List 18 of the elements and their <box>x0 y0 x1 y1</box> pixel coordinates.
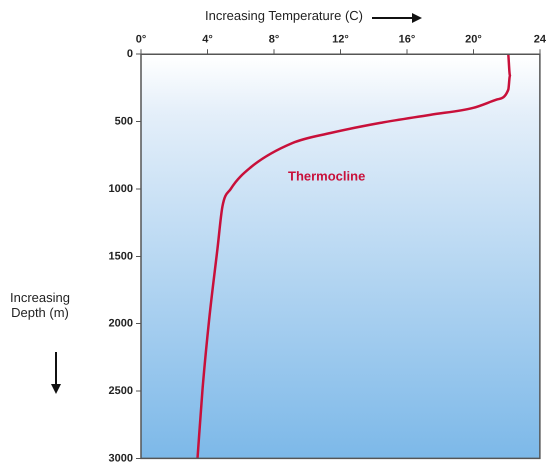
x-tick-label: 8° <box>268 34 280 46</box>
y-tick-label: 500 <box>114 116 133 128</box>
x-tick-label: 20° <box>465 34 482 46</box>
y-tick-label: 2500 <box>108 385 133 398</box>
y-tick-label: 1500 <box>108 250 133 262</box>
x-tick-label: 12° <box>332 34 349 46</box>
y-tick-label: 3000 <box>108 452 133 464</box>
y-tick-label: 2000 <box>108 318 133 330</box>
y-axis-title: Increasing Depth (m) <box>9 290 71 320</box>
x-tick-label: 4° <box>202 34 213 46</box>
x-tick-label: 16° <box>398 34 416 46</box>
x-axis-title: Increasing Temperature (C) <box>205 8 363 23</box>
x-tick-label: 24 <box>534 34 547 46</box>
y-tick-label: 0 <box>126 48 133 60</box>
y-tick-label: 1000 <box>108 182 133 195</box>
line-series <box>196 54 512 458</box>
x-tick-label: 0° <box>136 34 146 46</box>
annotation: Thermocline <box>288 168 366 184</box>
